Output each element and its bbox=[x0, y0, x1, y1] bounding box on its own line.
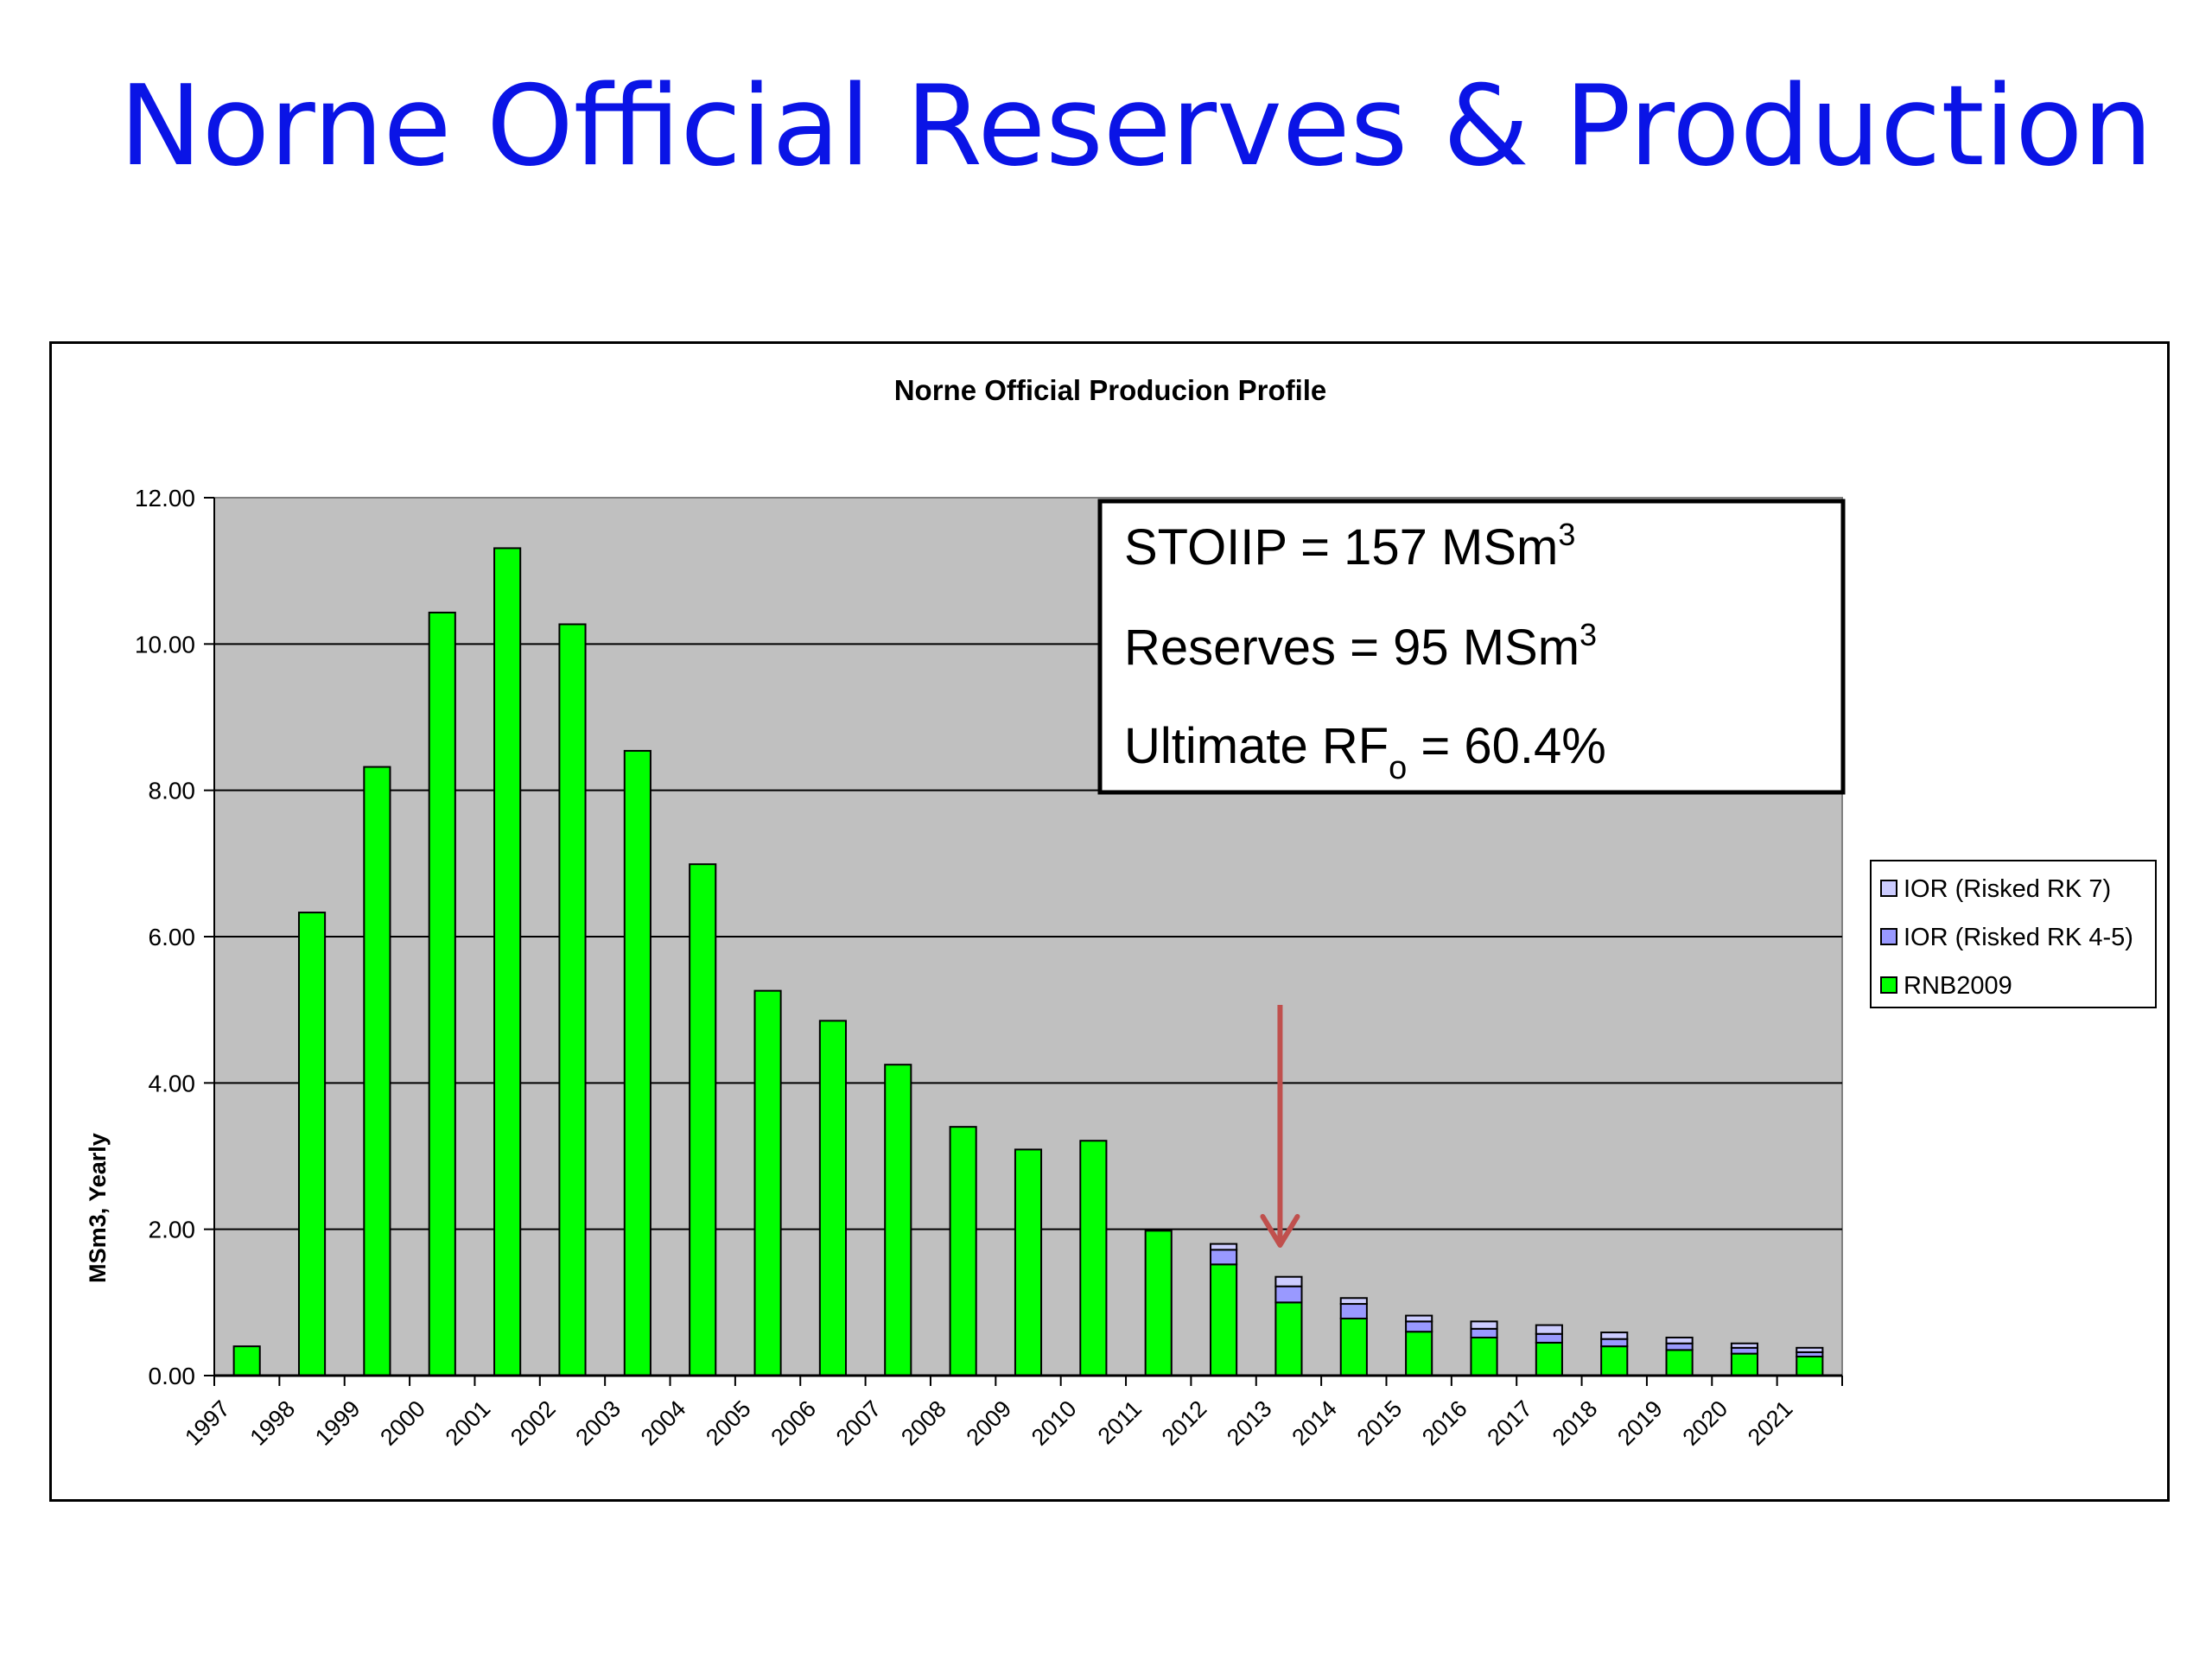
bar-rnb2009-2015 bbox=[1405, 1331, 1433, 1376]
bar-rnb2009-2012 bbox=[1210, 1263, 1238, 1376]
x-tick-label: 2011 bbox=[1093, 1395, 1147, 1449]
bar-rnb2009-2003 bbox=[623, 749, 652, 1376]
bar-ior-risked-rk-7--2021 bbox=[1796, 1346, 1824, 1353]
bar-rnb2009-2001 bbox=[493, 547, 522, 1377]
bar-ior-risked-rk-4-5--2020 bbox=[1730, 1346, 1759, 1355]
y-tick-label: 12.00 bbox=[135, 485, 195, 512]
x-tick-label: 2009 bbox=[962, 1395, 1017, 1451]
bar-ior-risked-rk-7--2017 bbox=[1535, 1324, 1563, 1335]
bar-rnb2009-1999 bbox=[363, 766, 391, 1377]
y-tick-label: 10.00 bbox=[135, 631, 195, 658]
bar-rnb2009-2009 bbox=[1014, 1148, 1043, 1376]
x-tick-label: 2020 bbox=[1678, 1395, 1733, 1451]
bar-ior-risked-rk-4-5--2015 bbox=[1405, 1320, 1433, 1333]
bar-ior-risked-rk-4-5--2018 bbox=[1600, 1338, 1629, 1348]
x-tick-label: 1998 bbox=[245, 1395, 301, 1451]
bar-rnb2009-2008 bbox=[949, 1126, 977, 1377]
x-tick-label: 2014 bbox=[1287, 1395, 1342, 1451]
x-tick-label: 2021 bbox=[1743, 1395, 1798, 1451]
y-axis: 0.00 2.00 4.00 6.00 8.00 10.00 12.00 bbox=[135, 485, 215, 1389]
bar-ior-risked-rk-4-5--2014 bbox=[1339, 1303, 1368, 1319]
bar-ior-risked-rk-7--2018 bbox=[1600, 1332, 1629, 1340]
annotation-arrow bbox=[1260, 1005, 1300, 1248]
bar-rnb2009-2006 bbox=[818, 1020, 847, 1376]
x-tick-label: 2018 bbox=[1548, 1395, 1603, 1451]
bar-ior-risked-rk-7--2015 bbox=[1405, 1314, 1433, 1323]
bar-rnb2009-2000 bbox=[428, 611, 456, 1376]
y-tick-label: 6.00 bbox=[149, 924, 196, 950]
legend-swatch bbox=[1880, 880, 1897, 897]
y-tick-label: 0.00 bbox=[149, 1363, 196, 1389]
reserves-text: Reserves = 95 MSm3 bbox=[1124, 617, 1597, 676]
bar-ior-risked-rk-4-5--2019 bbox=[1665, 1342, 1694, 1351]
bar-rnb2009-2019 bbox=[1665, 1349, 1694, 1377]
x-tick-label: 2005 bbox=[701, 1395, 756, 1451]
x-tick-label: 2004 bbox=[636, 1395, 691, 1451]
bar-ior-risked-rk-7--2019 bbox=[1665, 1336, 1694, 1344]
bar-rnb2009-2007 bbox=[884, 1064, 912, 1377]
y-tick-label: 4.00 bbox=[149, 1070, 196, 1096]
bar-rnb2009-2002 bbox=[558, 623, 587, 1376]
bar-rnb2009-2016 bbox=[1470, 1336, 1498, 1377]
legend-frame bbox=[1870, 860, 2157, 1008]
x-tick-label: 2012 bbox=[1157, 1395, 1212, 1451]
bar-ior-risked-rk-4-5--2012 bbox=[1210, 1249, 1238, 1266]
bar-ior-risked-rk-7--2012 bbox=[1210, 1243, 1238, 1251]
bar-rnb2009-1998 bbox=[297, 912, 327, 1376]
y-tick-label: 2.00 bbox=[149, 1217, 196, 1243]
legend-entry: RNB2009 bbox=[1904, 972, 2012, 1000]
x-tick-label: 2017 bbox=[1482, 1395, 1537, 1451]
bar-rnb2009-2018 bbox=[1600, 1345, 1629, 1376]
bar-ior-risked-rk-7--2020 bbox=[1730, 1342, 1759, 1349]
bar-ior-risked-rk-7--2014 bbox=[1339, 1297, 1368, 1306]
x-tick-label: 2003 bbox=[570, 1395, 626, 1451]
bar-rnb2009-2011 bbox=[1144, 1230, 1173, 1376]
info-box-frame bbox=[1097, 499, 1846, 795]
x-tick-label: 2006 bbox=[766, 1395, 821, 1451]
y-tick-label: 8.00 bbox=[149, 778, 196, 804]
bar-rnb2009-2005 bbox=[753, 989, 782, 1376]
x-tick-label: 2007 bbox=[831, 1395, 887, 1451]
legend: IOR (Risked RK 7) IOR (Risked RK 4-5) RNB2… bbox=[1870, 860, 2157, 1008]
bar-ior-risked-rk-7--2013 bbox=[1274, 1275, 1303, 1287]
x-tick-label: 2002 bbox=[505, 1395, 561, 1451]
arrow-head bbox=[1260, 1214, 1300, 1248]
legend-swatch bbox=[1880, 976, 1897, 994]
x-tick-label: 2013 bbox=[1222, 1395, 1277, 1451]
x-tick-label: 2010 bbox=[1027, 1395, 1082, 1451]
production-chart: Norne Official Producion Profile 0.00 2.0… bbox=[85, 374, 2157, 1451]
x-tick-label: 1997 bbox=[180, 1395, 235, 1451]
x-tick-label: 2015 bbox=[1352, 1395, 1408, 1451]
slide-title: Norne Official Reserves & Production bbox=[119, 62, 2153, 191]
legend-entry: IOR (Risked RK 4-5) bbox=[1904, 924, 2133, 951]
x-tick-label: 2016 bbox=[1417, 1395, 1472, 1451]
bar-ior-risked-rk-4-5--2017 bbox=[1535, 1332, 1563, 1344]
x-axis: 1997 1998 1999 2000 2001 2002 2003 2004 2005 2006… bbox=[180, 1374, 1843, 1451]
x-tick-label: 2001 bbox=[441, 1395, 496, 1451]
info-box: STOIIP = 157 MSm3 Reserves = 95 MSm3 Ult… bbox=[1097, 499, 1846, 795]
bar-rnb2009-2021 bbox=[1796, 1355, 1824, 1377]
chart-frame: Norne Official Producion Profile 0.00 2.0… bbox=[49, 341, 2170, 1502]
bar-rnb2009-1997 bbox=[232, 1345, 261, 1376]
y-axis-label: MSm3, Yearly bbox=[85, 1133, 111, 1283]
bar-rnb2009-2013 bbox=[1274, 1301, 1303, 1377]
recovery-factor-text: Ultimate RFo = 60.4% bbox=[1124, 718, 1606, 786]
bar-rnb2009-2017 bbox=[1535, 1341, 1563, 1377]
bar-rnb2009-2014 bbox=[1339, 1317, 1368, 1376]
x-tick-label: 2008 bbox=[896, 1395, 951, 1451]
x-tick-label: 1999 bbox=[310, 1395, 365, 1451]
bar-rnb2009-2020 bbox=[1730, 1352, 1759, 1376]
stoiip-text: STOIIP = 157 MSm3 bbox=[1124, 517, 1575, 575]
x-tick-label: 2019 bbox=[1612, 1395, 1668, 1451]
legend-swatch bbox=[1880, 928, 1897, 945]
bar-ior-risked-rk-4-5--2016 bbox=[1470, 1327, 1498, 1338]
x-tick-label: 2000 bbox=[375, 1395, 430, 1451]
chart-title: Norne Official Producion Profile bbox=[894, 374, 1327, 406]
bar-ior-risked-rk-4-5--2013 bbox=[1274, 1285, 1303, 1304]
bar-rnb2009-2004 bbox=[689, 863, 717, 1376]
bar-ior-risked-rk-7--2016 bbox=[1470, 1320, 1498, 1330]
legend-entry: IOR (Risked RK 7) bbox=[1904, 875, 2111, 903]
bar-rnb2009-2010 bbox=[1079, 1140, 1108, 1376]
